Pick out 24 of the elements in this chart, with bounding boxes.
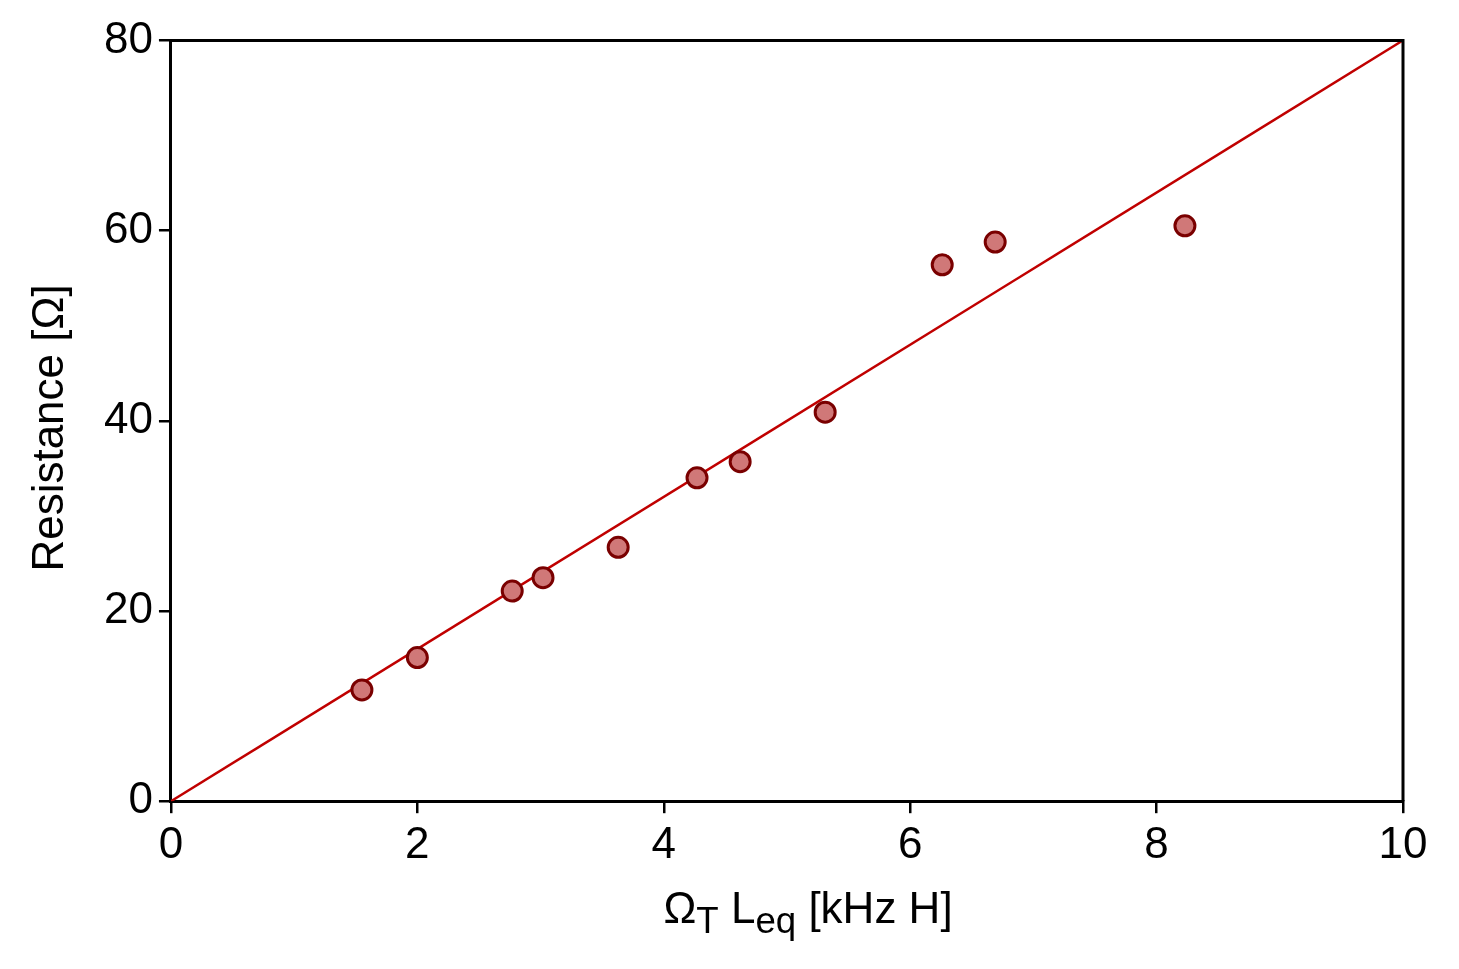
- point: [350, 678, 374, 702]
- y-tick-label: 20: [103, 583, 153, 633]
- x-tick-label: 6: [897, 817, 923, 867]
- point: [930, 253, 954, 277]
- y-tick-label: 40: [103, 392, 153, 442]
- x-axis-title: Ω$_{T}$ L$_{eq}$ [kHz H]: [663, 883, 953, 942]
- y-tick-label: 60: [103, 202, 153, 252]
- point: [983, 230, 1007, 254]
- point: [606, 535, 630, 559]
- x-tick-label: 2: [405, 817, 430, 867]
- x-tick-label: 8: [1144, 817, 1169, 867]
- point: [685, 466, 709, 490]
- y-tick-label: 80: [103, 12, 153, 62]
- x-tick-label: 10: [1378, 817, 1428, 867]
- point: [1173, 214, 1197, 238]
- point: [813, 400, 837, 424]
- point: [405, 646, 429, 670]
- x-tick-label: 0: [158, 817, 184, 867]
- point: [728, 450, 752, 474]
- y-tick-label: 0: [128, 773, 153, 823]
- point: [531, 566, 555, 590]
- point: [500, 579, 524, 603]
- x-tick-label: 4: [651, 817, 677, 867]
- y-axis-title: Resistance [Ω]: [23, 284, 73, 572]
